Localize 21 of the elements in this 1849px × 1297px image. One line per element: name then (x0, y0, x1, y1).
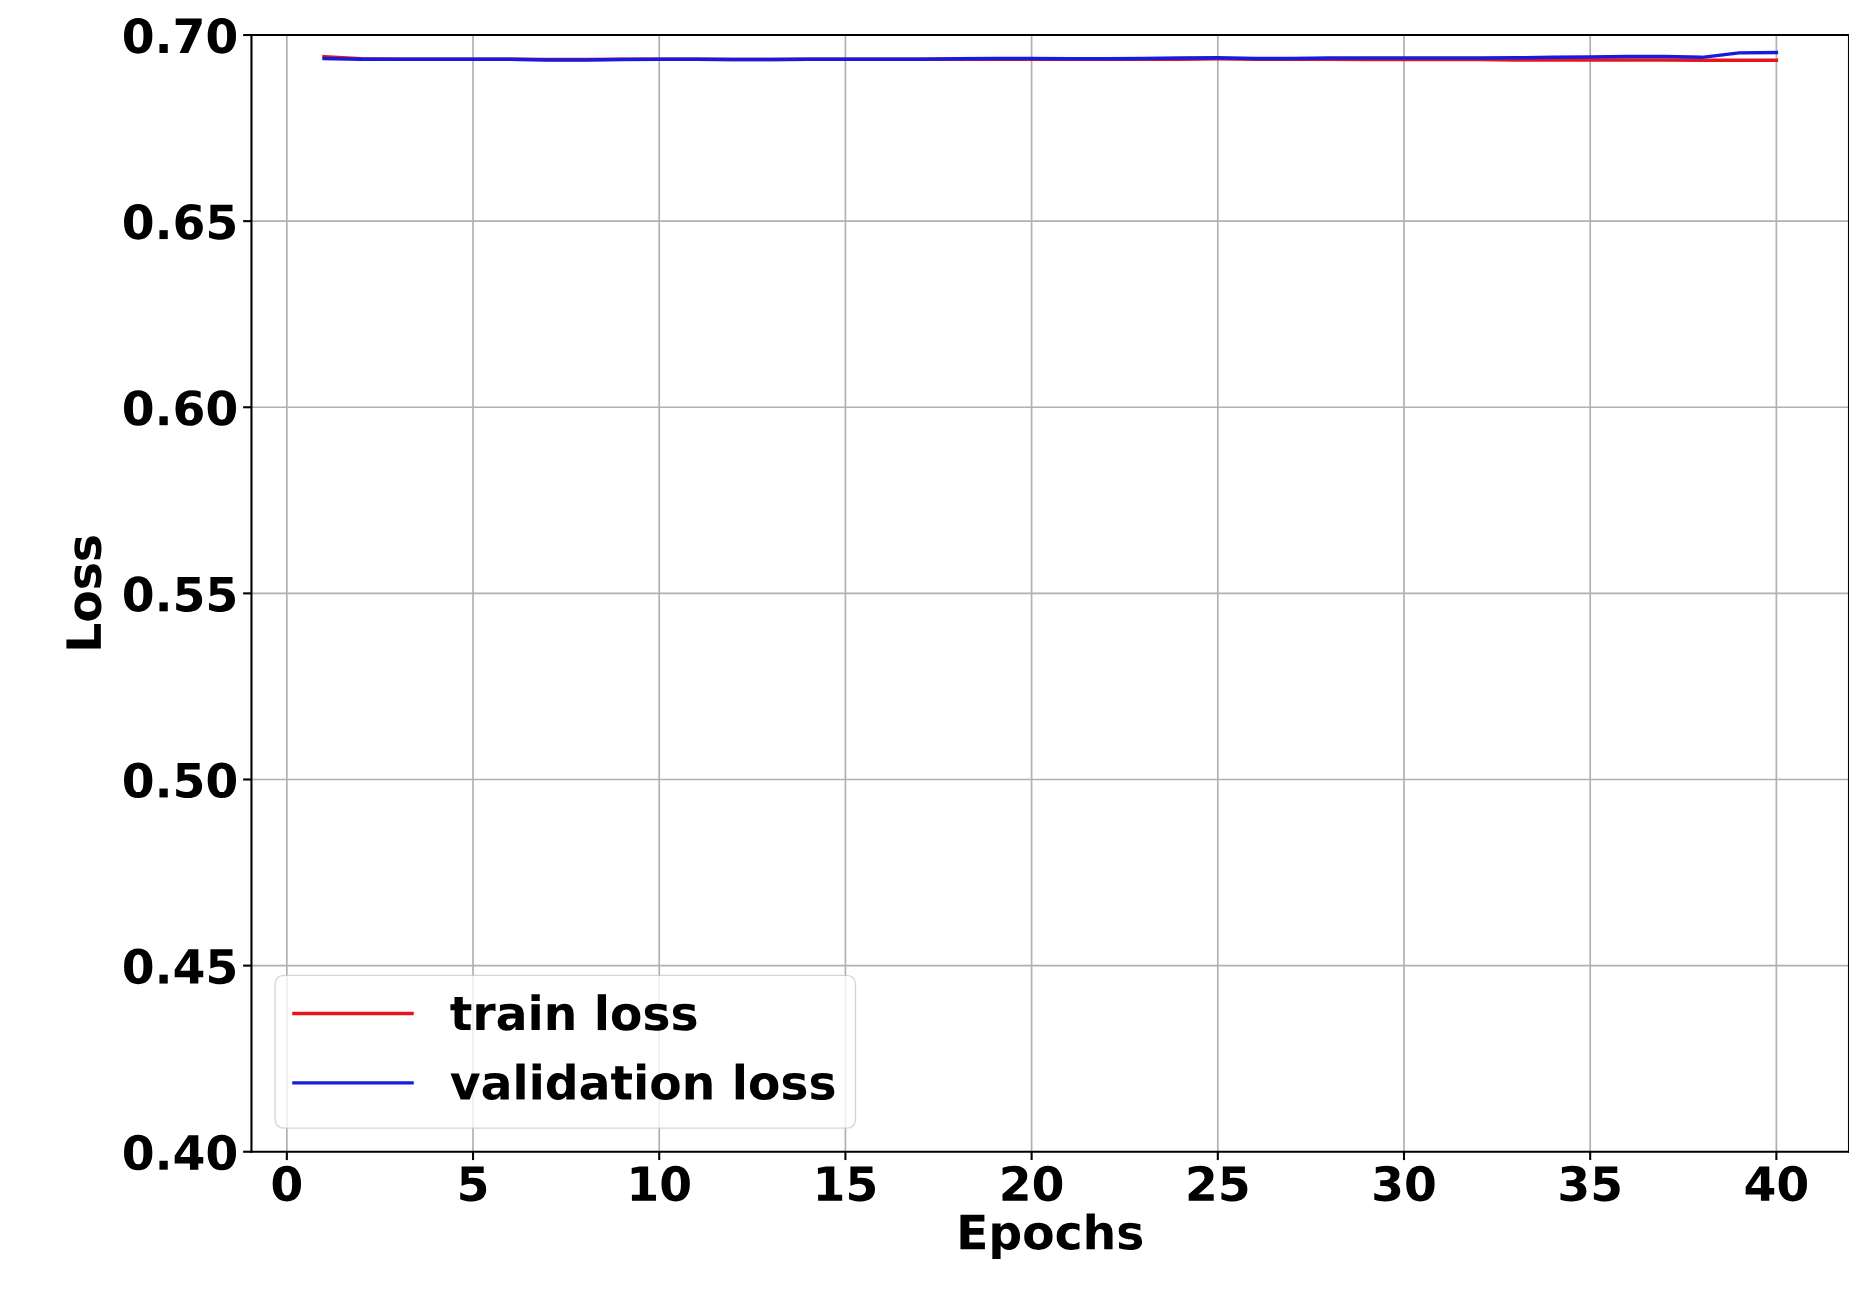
y-tick-label: 0.50 (124, 762, 237, 799)
x-tick-label: 30 (1374, 1165, 1435, 1202)
x-tick-label: 25 (1188, 1165, 1248, 1202)
x-tick-label: 15 (817, 1166, 875, 1202)
x-tick-label: 35 (1560, 1165, 1620, 1202)
y-axis-title: Loss (66, 536, 102, 649)
y-tick-label: 0.55 (124, 576, 235, 612)
x-tick-label: 40 (1745, 1165, 1807, 1202)
y-tick-label: 0.45 (124, 948, 235, 985)
line-series (322, 50, 1779, 62)
x-tick-label: 20 (1002, 1165, 1063, 1202)
x-axis-title: Epochs (960, 1213, 1143, 1260)
legend-label: validation loss (450, 1063, 835, 1101)
y-tick-label: 0.70 (124, 17, 237, 54)
x-tick-label: 5 (460, 1166, 487, 1202)
y-tick-label: 0.60 (124, 390, 237, 426)
y-tick-label: 0.40 (124, 1134, 237, 1171)
x-tick-label: 10 (631, 1165, 690, 1202)
legend-label: train loss (450, 994, 697, 1031)
x-tick-label: 0 (272, 1165, 302, 1202)
y-tick-label: 0.65 (124, 204, 235, 240)
